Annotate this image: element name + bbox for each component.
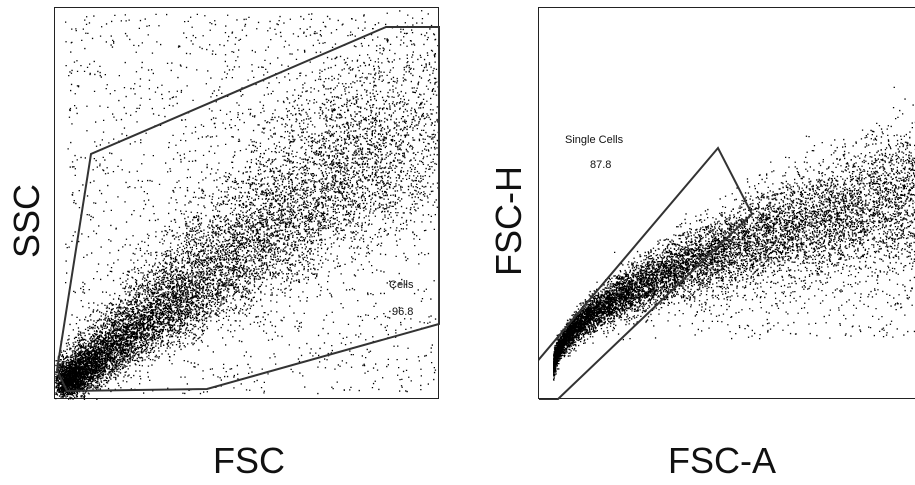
single-cells-gate-name: Single Cells (565, 134, 624, 146)
cells-gate-percent: 96.8 (392, 306, 413, 318)
scatter-plot-fsc-ssc: Cells 96.8 (55, 8, 440, 400)
plot-panel-fsc-ssc: Cells 96.8 (54, 7, 439, 399)
y-axis-label-ssc: SSC (6, 176, 48, 266)
scatter-points-fsc-ssc (55, 10, 440, 400)
plot-panel-fsca-fsch: Single Cells 87.8 (538, 7, 915, 399)
scatter-plot-fsca-fsch: Single Cells 87.8 (539, 8, 915, 400)
scatter-dots (55, 10, 440, 400)
x-axis-label-fsc-a: FSC-A (652, 440, 792, 482)
x-axis-label-fsc: FSC (199, 440, 299, 482)
y-axis-label-fsc-h: FSC-H (488, 166, 530, 276)
scatter-dots (65, 14, 436, 394)
single-cells-gate-percent: 87.8 (590, 159, 611, 171)
cells-gate-name: Cells (389, 279, 414, 291)
